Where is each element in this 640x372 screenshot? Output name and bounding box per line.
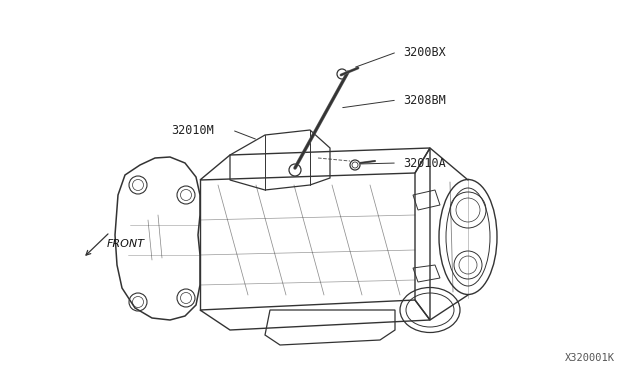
Text: 32010M: 32010M <box>171 124 214 137</box>
Text: 32010A: 32010A <box>403 157 445 170</box>
Text: 3200BX: 3200BX <box>403 45 445 58</box>
Text: 3208BM: 3208BM <box>403 93 445 106</box>
Text: FRONT: FRONT <box>107 239 145 249</box>
Text: X320001K: X320001K <box>565 353 615 363</box>
